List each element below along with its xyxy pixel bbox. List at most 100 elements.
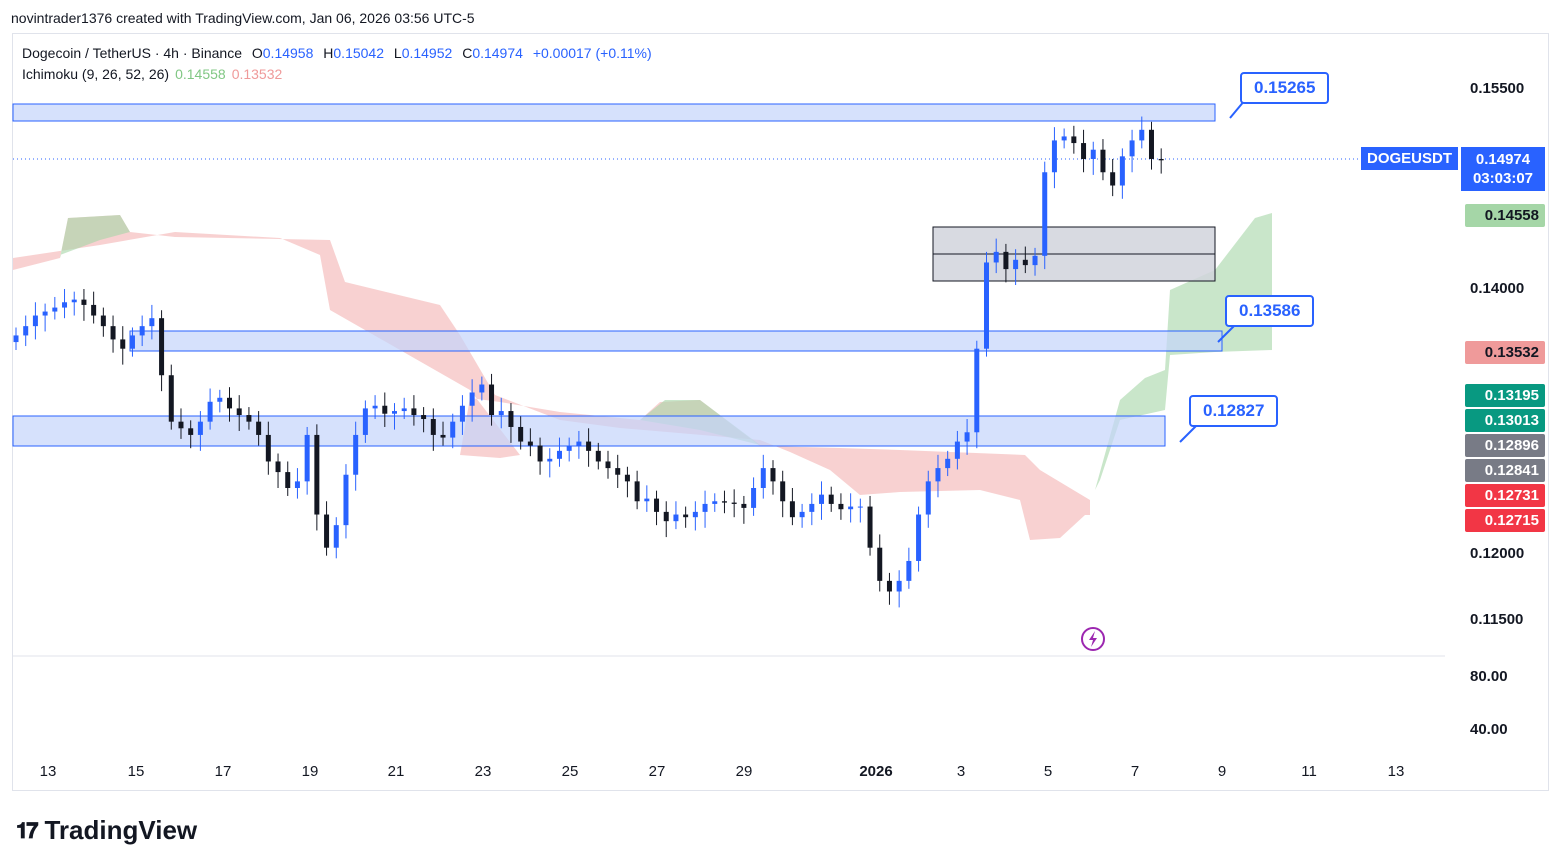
candle-bullish [498,411,504,416]
indicator-name: Ichimoku (9, 26, 52, 26) [22,66,170,82]
price-axis-label: 0.12000 [1470,545,1525,562]
lightning-icon [1089,631,1097,647]
candle-bearish [886,580,892,592]
candle-bullish [217,397,223,402]
candle-bearish [314,434,320,515]
callout-0-13586[interactable]: 0.13586 [1225,295,1315,327]
candle-bearish [246,415,252,422]
candle-bullish [1032,255,1038,266]
candle-bullish [149,318,155,327]
indicator-legend: Ichimoku (9, 26, 52, 26) 0.14558 0.13532 [22,66,282,82]
price-tag: 0.12841 [1465,459,1545,482]
date-label: 13 [39,763,57,780]
date-label: 21 [387,763,405,780]
candle-bullish [333,525,339,548]
candle-bearish [285,472,291,488]
candle-bullish [925,481,931,515]
candle-bullish [13,335,19,343]
candle-bearish [1022,259,1028,266]
candle-bullish [304,434,310,482]
candle-bullish [139,326,145,336]
candle-bearish [421,415,427,420]
candle-bullish [857,506,863,508]
price-tag: 0.12715 [1465,509,1545,532]
candle-bearish [867,506,873,548]
candle-bullish [935,468,941,482]
candle-bullish [362,408,368,435]
candle-bullish [294,481,300,488]
date-label: 17 [214,763,232,780]
candle-bearish [663,511,669,522]
date-label: 13 [1387,763,1405,780]
candle-bullish [450,421,456,438]
candle-bullish [32,315,38,327]
tradingview-logo-icon: 𝟏𝟕 [16,817,39,843]
candle-bearish [527,441,533,446]
candle-bearish [683,514,689,518]
candle-bullish [1051,140,1057,173]
price-axis-label: 0.11500 [1470,611,1524,628]
date-label: 19 [301,763,319,780]
candle-bearish [100,315,106,327]
bar-countdown: 03:03:07 [1472,170,1534,187]
brand: 𝟏𝟕 TradingView [16,815,197,846]
candle-bullish [751,488,757,508]
candle-bullish [566,445,572,451]
candle-bearish [81,299,87,305]
callout-0-15265[interactable]: 0.15265 [1240,72,1330,104]
candle-bullish [343,474,349,526]
candle-bearish [440,434,446,438]
brand-name: TradingView [44,815,198,845]
candle-bearish [508,411,514,427]
candle-bearish [586,441,592,451]
candle-bullish [1090,149,1096,159]
date-label: 15 [127,763,145,780]
candle-bearish [721,501,727,503]
candle-bearish [1110,172,1116,186]
callout-0-12827[interactable]: 0.12827 [1189,395,1279,427]
candle-bearish [91,304,97,316]
candle-bearish [1148,129,1154,159]
candle-bullish [547,458,553,462]
candle-bearish [770,468,776,482]
candle-bullish [945,458,951,469]
callout-pointer [1217,324,1236,343]
price-tag: 0.13195 [1465,384,1545,407]
candle-bullish [712,501,718,504]
price-tag: 0.12731 [1465,484,1545,507]
candle-bearish [382,405,388,414]
date-label: 29 [735,763,753,780]
candle-bearish [265,434,271,462]
date-label: 3 [956,763,966,780]
candle-bearish [1081,143,1087,159]
price-tag: 0.13532 [1465,341,1545,364]
candle-bearish [227,397,233,409]
ichimoku-cloud-bearish [13,215,1090,540]
candle-bearish [634,481,640,502]
candle-bullish [1119,156,1125,186]
price-axis-label: 0.15500 [1470,80,1525,97]
candle-bullish [819,494,825,504]
date-label: 9 [1217,763,1227,780]
candle-bullish [459,405,465,422]
date-label: 11 [1301,763,1317,780]
candle-bullish [984,262,989,349]
candle-bullish [197,421,203,435]
date-label: 25 [561,763,579,780]
candle-bullish [391,411,397,414]
candle-bullish [52,307,58,312]
symbol-title: Dogecoin / TetherUS · 4h · Binance [22,45,242,61]
open-label: O [251,45,263,61]
candle-bullish [129,335,135,349]
candle-bullish [1139,129,1145,141]
symbol-badge: DOGEUSDT [1361,147,1459,170]
candle-bullish [964,432,970,442]
candle-bullish [401,408,407,412]
candle-bullish [23,326,29,336]
candle-bearish [168,375,174,422]
chart-frame [12,33,1549,791]
candle-bearish [430,419,436,435]
price-axis-label: 0.14000 [1470,280,1525,297]
candle-bearish [178,421,184,429]
